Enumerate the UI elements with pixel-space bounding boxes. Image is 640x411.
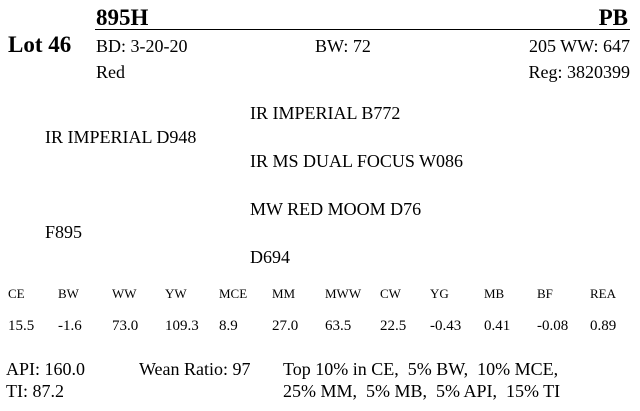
epd-header: YW — [165, 286, 187, 301]
rank-line: Top 10% in CE, 5% BW, 10% MCE, — [283, 359, 559, 379]
epd-header: MM — [272, 286, 296, 301]
api: API: 160.0 — [6, 359, 86, 379]
epd-value: 0.89 — [590, 318, 617, 334]
animal-id: 895H — [96, 5, 149, 30]
epd-value: -0.43 — [430, 318, 462, 334]
epd-header: MB — [484, 286, 505, 301]
epd-value: 109.3 — [165, 318, 199, 334]
dam-sire: MW RED MOOM D76 — [250, 199, 422, 219]
epd-value: -1.6 — [58, 318, 82, 334]
color: Red — [96, 62, 125, 82]
rank-line: 25% MM, 5% MB, 5% API, 15% TI — [283, 381, 561, 401]
sire: IR IMPERIAL D948 — [45, 127, 197, 147]
registration: Reg: 3820399 — [528, 62, 631, 82]
epd-header: REA — [590, 286, 616, 301]
wean-ratio: Wean Ratio: 97 — [139, 359, 251, 379]
birth-weight: BW: 72 — [315, 36, 371, 56]
dam-dam: D694 — [250, 247, 290, 267]
epd-value: 73.0 — [112, 318, 139, 334]
epd-value: 22.5 — [380, 318, 407, 334]
sire-sire: IR IMPERIAL B772 — [250, 103, 401, 123]
ti: TI: 87.2 — [6, 381, 64, 401]
epd-header: YG — [430, 286, 449, 301]
epd-value: 15.5 — [8, 318, 35, 334]
epd-header: BW — [58, 286, 79, 301]
epd-value: 0.41 — [484, 318, 511, 334]
epd-header: BF — [537, 286, 553, 301]
tag: PB — [598, 5, 628, 30]
epd-value: 8.9 — [219, 318, 238, 334]
sire-dam: IR MS DUAL FOCUS W086 — [250, 151, 464, 171]
epd-header: WW — [112, 286, 137, 301]
epd-value: -0.08 — [537, 318, 569, 334]
epd-header: CE — [8, 286, 25, 301]
header-rule — [95, 29, 630, 30]
epd-value: 27.0 — [272, 318, 299, 334]
birth-date: BD: 3-20-20 — [96, 36, 188, 56]
epd-header: MCE — [219, 286, 248, 301]
epd-header: MWW — [325, 286, 362, 301]
weaning-weight: 205 WW: 647 — [529, 36, 630, 56]
dam: F895 — [45, 222, 83, 242]
epd-value: 63.5 — [325, 318, 352, 334]
lot-number: Lot 46 — [8, 32, 72, 57]
epd-header: CW — [380, 286, 401, 301]
